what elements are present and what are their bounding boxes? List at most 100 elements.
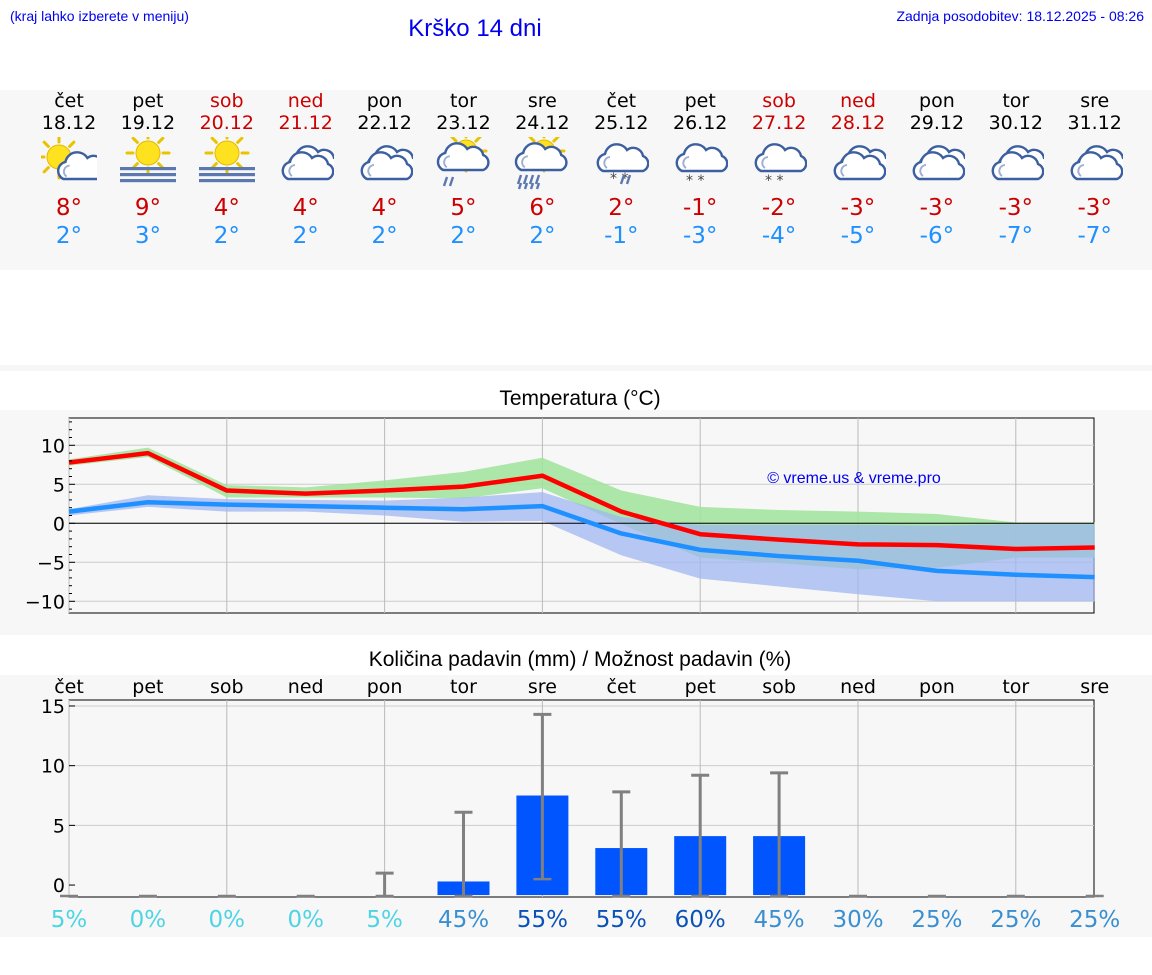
temp-min: -5° xyxy=(840,223,876,249)
precipitation-chart-title: Količina padavin (mm) / Možnost padavin … xyxy=(368,648,792,671)
temp-max: -3° xyxy=(919,195,955,221)
day-date: 25.12 xyxy=(594,112,649,134)
temp-ytick-label: 10 xyxy=(41,435,65,457)
sun-fog-icon xyxy=(198,137,255,183)
precip-ytick-label: 10 xyxy=(41,756,65,778)
day-column: sob 27.12 * * -2° -4° xyxy=(740,90,818,250)
day-column: čet 25.12 * * 2° -1° xyxy=(582,90,660,250)
precip-day-label: čet xyxy=(54,676,84,698)
cloudy-icon xyxy=(360,145,413,181)
temp-min: -1° xyxy=(604,223,639,249)
sun-cloud-rain-icon xyxy=(436,137,490,187)
precip-day-label: pet xyxy=(132,676,163,698)
day-column: sob 20.12 4° 2° xyxy=(188,90,266,250)
day-name: tor xyxy=(450,90,477,112)
day-date: 30.12 xyxy=(988,112,1043,134)
day-date: 22.12 xyxy=(357,112,412,134)
temperature-chart-title: Temperatura (°C) xyxy=(499,387,661,410)
precip-day-label: sob xyxy=(762,676,796,698)
precip-day-label: ned xyxy=(840,676,876,698)
day-date: 31.12 xyxy=(1067,112,1122,134)
precip-day-label: čet xyxy=(607,676,637,698)
forecast-strip: čet 18.12 8° 2° pet 19.12 9° 3° sob 20.12 4° 2° ned 2… xyxy=(0,90,1152,270)
day-name: pet xyxy=(132,90,164,112)
precip-chance-label: 45% xyxy=(754,907,805,933)
temp-max: -3° xyxy=(998,195,1034,221)
temperature-chart: 10 5 0 −5 −10 © vreme.us & vreme.pro xyxy=(0,410,1152,635)
day-date: 28.12 xyxy=(830,112,886,134)
day-name: tor xyxy=(1002,90,1030,112)
day-date: 24.12 xyxy=(515,112,570,134)
temp-max: -3° xyxy=(840,195,876,221)
temp-min: -7° xyxy=(1077,223,1112,249)
precip-chance-label: 55% xyxy=(596,907,647,933)
cloudy-icon xyxy=(1070,145,1123,181)
day-column: sre 24.12 6° 2° xyxy=(503,90,581,250)
svg-text:* *: * * xyxy=(765,173,783,189)
svg-text:* *: * * xyxy=(686,173,704,189)
day-name: ned xyxy=(287,90,324,112)
day-column: pet 26.12 * * -1° -3° xyxy=(661,90,739,250)
day-date: 23.12 xyxy=(436,112,491,134)
temp-max: -3° xyxy=(1077,195,1112,221)
precip-day-label: tor xyxy=(1002,676,1029,698)
day-column: sre 31.12 -3° -7° xyxy=(1056,90,1134,250)
day-date: 21.12 xyxy=(278,112,333,134)
svg-text:* *: * * xyxy=(610,171,628,187)
day-column: pet 19.12 9° 3° xyxy=(109,90,187,250)
temp-min: -7° xyxy=(998,223,1034,249)
temp-max: 4° xyxy=(213,195,240,221)
temp-ytick-label: 5 xyxy=(53,474,65,496)
precip-plot-frame xyxy=(68,699,1095,898)
temp-max: 5° xyxy=(450,195,477,221)
day-name: pon xyxy=(366,90,403,112)
day-date: 18.12 xyxy=(41,112,97,134)
location-hint-link[interactable]: (kraj lahko izberete v meniju) xyxy=(10,8,189,24)
day-name: pet xyxy=(684,90,716,112)
cloud-snow-icon: * * xyxy=(754,143,808,189)
day-name: sob xyxy=(210,90,244,112)
day-date: 29.12 xyxy=(909,112,965,134)
cloudy-icon xyxy=(912,145,965,181)
precip-ytick-label: 0 xyxy=(53,875,65,897)
precip-ytick-label: 5 xyxy=(53,815,65,837)
day-column: ned 21.12 4° 2° xyxy=(267,90,345,250)
day-name: sre xyxy=(527,90,557,112)
day-date: 19.12 xyxy=(120,112,176,134)
day-column: pon 29.12 -3° -6° xyxy=(898,90,976,250)
temp-min: 2° xyxy=(213,223,240,249)
temp-ytick-label: 0 xyxy=(53,513,65,535)
last-updated: Zadnja posodobitev: 18.12.2025 - 08:26 xyxy=(896,8,1144,24)
temp-max: 9° xyxy=(134,195,161,221)
temp-min: 2° xyxy=(450,223,477,249)
temp-min: -4° xyxy=(761,223,797,249)
day-name: čet xyxy=(54,90,84,112)
temp-max: 8° xyxy=(55,195,83,221)
precip-chance-label: 0% xyxy=(130,907,167,933)
temp-min: 3° xyxy=(134,223,161,249)
temp-ytick-label: −10 xyxy=(25,591,65,613)
temp-ytick-label: −5 xyxy=(37,552,65,574)
cloudy-icon xyxy=(281,145,334,181)
day-date: 27.12 xyxy=(751,112,807,134)
temp-max: 4° xyxy=(371,195,398,221)
precip-chance-label: 45% xyxy=(438,907,489,933)
precip-day-label: sob xyxy=(210,676,244,698)
cloud-snow-icon: * * xyxy=(675,143,729,189)
precip-day-label: sre xyxy=(528,676,557,698)
sun-cloud-heavy-rain-icon xyxy=(515,137,568,190)
cloudy-icon xyxy=(833,145,886,181)
precip-chance-label: 0% xyxy=(209,907,246,933)
cloud-sleet-icon: * * xyxy=(596,143,650,187)
day-name: sob xyxy=(762,90,796,112)
precip-chance-label: 25% xyxy=(1069,907,1120,933)
temp-max: 2° xyxy=(608,195,635,221)
cloudy-icon xyxy=(991,145,1044,181)
temp-min: 2° xyxy=(55,223,83,249)
min-temp-band xyxy=(69,492,1095,602)
precip-day-label: tor xyxy=(450,676,477,698)
precip-chance-label: 25% xyxy=(911,907,962,933)
precip-chance-label: 5% xyxy=(366,907,403,933)
max-temp-line xyxy=(68,450,1095,552)
precip-day-label: pet xyxy=(685,676,716,698)
